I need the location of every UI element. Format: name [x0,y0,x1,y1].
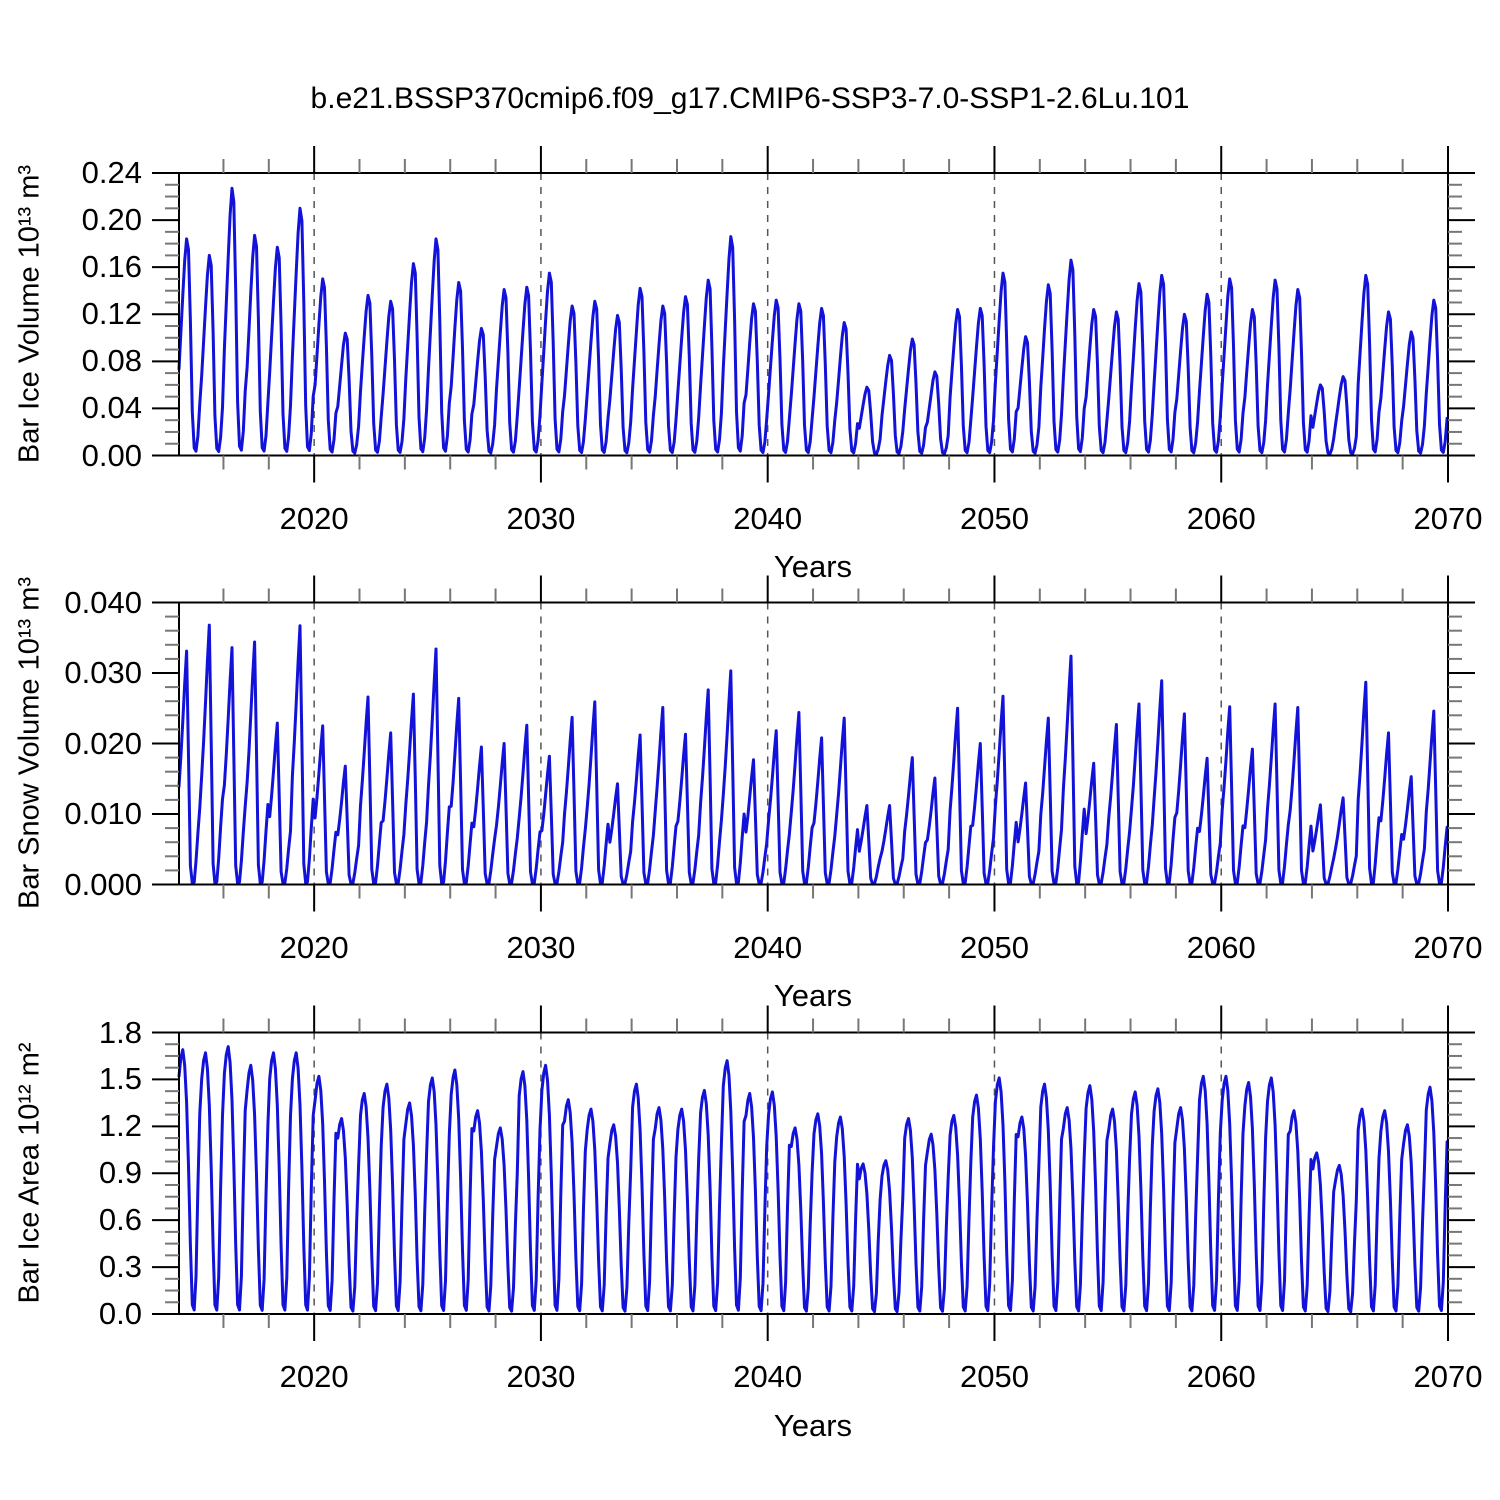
x-tick-label: 2060 [1186,1359,1256,1394]
x-tick-label: 2040 [733,929,803,965]
y-tick-label: 1.2 [98,1108,142,1144]
y-tick-label: 0.3 [98,1249,142,1285]
x-tick-label: 2050 [959,929,1029,965]
x-tick-label: 2020 [279,1359,349,1394]
y-tick-label: 1.8 [98,1014,142,1050]
y-tick-label: 0.12 [81,296,142,332]
figure-title: b.e21.BSSP370cmip6.f09_g17.CMIP6-SSP3-7.… [310,82,1190,115]
x-tick-label: 2040 [733,500,803,536]
y-tick-label: 0.9 [98,1155,142,1191]
x-tick-label: 2070 [1413,929,1483,965]
y-tick-label: 0.04 [81,390,142,426]
y-tick-label: 0.0 [98,1296,142,1331]
x-tick-label: 2070 [1413,1359,1483,1394]
x-axis-title-panel2: Years [773,978,853,1013]
x-tick-label: 2030 [506,1359,576,1394]
x-tick-label: 2030 [506,929,576,965]
y-tick-label: 0.010 [64,796,142,831]
y-tick-label: 0.20 [81,202,142,238]
y-tick-label: 0.16 [81,249,142,285]
y-tick-label: 0.00 [81,437,142,473]
x-tick-label: 2070 [1413,500,1483,536]
x-axis-title-panel3: Years [773,1408,853,1443]
x-tick-label: 2060 [1186,500,1256,536]
x-tick-label: 2050 [959,1359,1029,1394]
y-tick-label: 0.6 [98,1202,142,1238]
x-tick-label: 2040 [733,1359,803,1394]
y-tick-label: 0.000 [64,866,142,902]
y-tick-label: 0.24 [81,155,142,190]
y-tick-label: 1.5 [98,1061,142,1097]
y-tick-label: 0.030 [64,655,142,690]
x-tick-label: 2020 [279,500,349,536]
x-tick-label: 2050 [959,500,1029,536]
x-axis-title-panel1: Years [773,549,853,584]
y-tick-label: 0.020 [64,725,142,761]
y-tick-label: 0.08 [81,343,142,379]
x-tick-label: 2020 [279,929,349,965]
y-tick-label: 0.040 [64,584,142,620]
x-tick-label: 2060 [1186,929,1256,965]
x-tick-label: 2030 [506,500,576,536]
